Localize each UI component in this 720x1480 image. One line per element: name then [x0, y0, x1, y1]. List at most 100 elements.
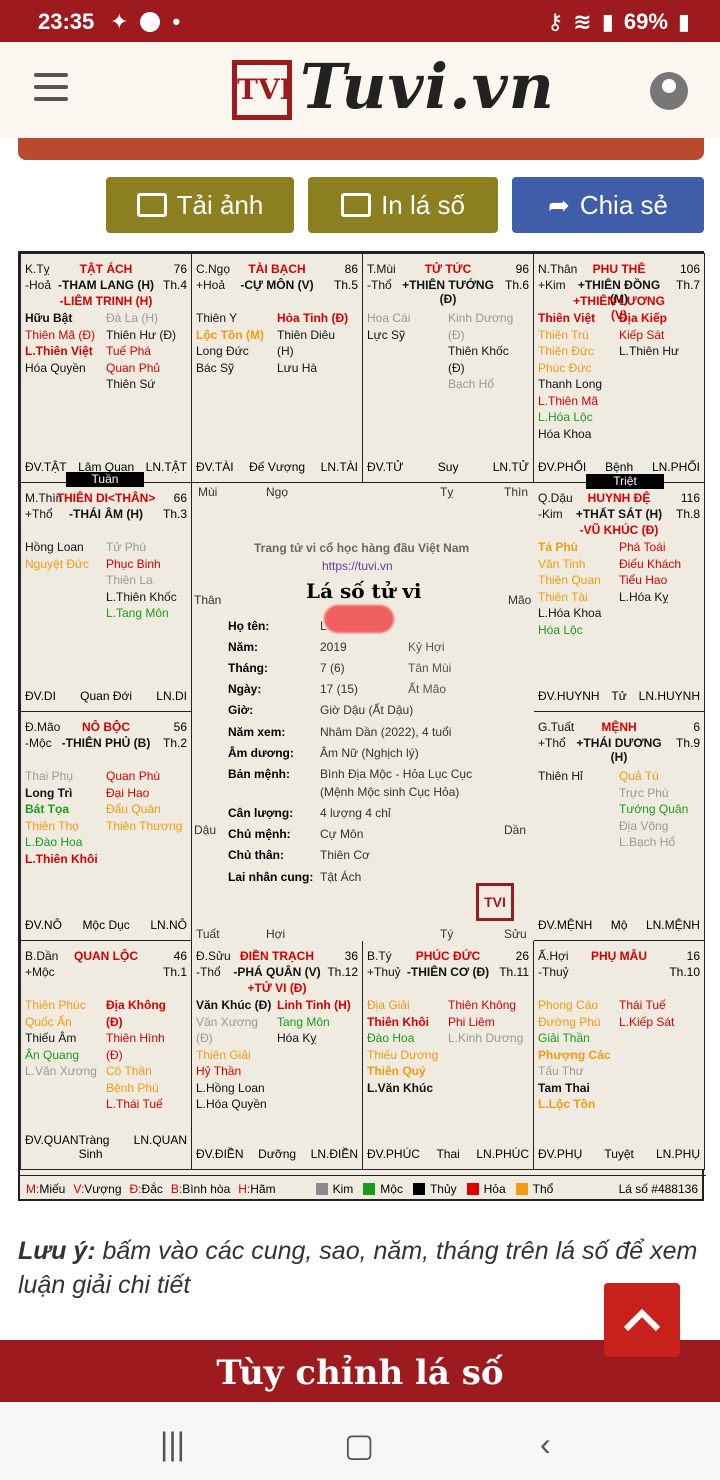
star-label[interactable]: L.Hóa Quyền — [196, 1097, 267, 1111]
star-label[interactable]: Thiên Đức — [538, 344, 595, 358]
palace-cell[interactable]: T.Mùi -Thổ TỬ TỨC 96 Th.6 +THIÊN TƯỚNG (Đ) Hoa… — [362, 253, 534, 483]
star-label[interactable]: L.Hồng Loan — [196, 1080, 265, 1095]
star-label[interactable]: Thiên La — [106, 573, 153, 587]
star-label[interactable]: Bác Sỹ — [196, 360, 235, 375]
star-label[interactable]: Thiên Tài — [538, 589, 588, 604]
recent-apps-icon[interactable]: ||| — [160, 1426, 185, 1462]
star-label[interactable]: Thiên Không — [448, 998, 517, 1012]
palace-cell[interactable]: N.Thân +Kim PHU THÊ 106 Th.7 +THIÊN ĐỒNG (M) +… — [533, 253, 705, 483]
star-label[interactable]: Thiên Phúc — [25, 998, 86, 1012]
star-label[interactable]: Đẩu Quân — [106, 802, 161, 816]
palace-cell[interactable]: B.Tý +Thuỷ PHÚC ĐỨC 26 Th.11 -THIÊN CƠ (Đ) Địa… — [362, 940, 534, 1170]
star-label[interactable]: L.Thiên Khốc — [106, 589, 177, 604]
star-label[interactable]: Bệnh Phù — [106, 1080, 159, 1095]
star-label[interactable]: Địa Kiếp — [619, 311, 668, 325]
star-label[interactable]: Hồng Loan — [25, 540, 84, 554]
print-button[interactable]: In lá số — [308, 177, 498, 233]
star-label[interactable]: Giải Thần — [538, 1031, 590, 1045]
back-icon[interactable]: ‹ — [540, 1426, 551, 1462]
star-label[interactable]: Cô Thần — [106, 1064, 152, 1078]
star-label[interactable]: Nguyệt Đức — [25, 556, 90, 571]
star-label[interactable]: Tuế Phá — [106, 344, 151, 358]
star-label[interactable]: Phong Cáo — [538, 998, 599, 1012]
star-label[interactable]: Tả Phù — [538, 540, 579, 554]
star-label[interactable]: Hỏa Tinh (Đ) — [277, 311, 349, 325]
star-label[interactable]: Thái Tuế — [619, 998, 666, 1012]
star-label[interactable]: L.Đào Hoa — [25, 835, 83, 849]
star-label[interactable]: Kiếp Sát — [619, 327, 665, 342]
star-label[interactable]: Thiên Quan — [538, 573, 601, 587]
star-label[interactable]: L.Kinh Dương — [448, 1031, 524, 1045]
star-label[interactable]: Văn Xương (Đ) — [196, 1014, 258, 1046]
star-label[interactable]: Thiếu Âm — [25, 1031, 77, 1045]
star-label[interactable]: Đà La (H) — [106, 311, 159, 325]
star-label[interactable]: Tiểu Hao — [619, 573, 668, 587]
star-label[interactable]: L.Thiên Việt — [25, 344, 93, 358]
star-label[interactable]: Phi Liêm — [448, 1014, 495, 1029]
star-label[interactable]: Tướng Quân — [619, 802, 689, 816]
palace-cell[interactable]: K.Tỵ -Hoả TẬT ÁCH 76 Th.4 -THAM LANG (H) -LIÊM… — [20, 253, 192, 483]
palace-cell[interactable]: Ấ.Hợi -Thuỷ PHỤ MẪU 16 Th.10 Phong Cáo Đường P… — [533, 940, 705, 1170]
star-label[interactable]: L.Lộc Tồn — [538, 1097, 596, 1111]
star-label[interactable]: Thiên Trù — [538, 327, 589, 342]
scroll-top-button[interactable] — [604, 1283, 680, 1357]
star-label[interactable]: Hóa Kỵ — [277, 1031, 317, 1045]
home-icon[interactable]: ▢ — [344, 1427, 375, 1463]
star-label[interactable]: Thanh Long — [538, 377, 603, 391]
star-label[interactable]: Quan Phù — [106, 769, 161, 783]
star-label[interactable]: L.Thiên Khôi — [25, 851, 98, 866]
star-label[interactable]: Hóa Quyền — [25, 360, 86, 375]
star-label[interactable]: Bát Tọa — [25, 802, 70, 816]
hamburger-menu-icon[interactable] — [34, 73, 68, 103]
star-label[interactable]: Thiên Khôi — [367, 1014, 429, 1029]
star-label[interactable]: Hoa Cái — [367, 311, 411, 325]
customize-banner[interactable]: Tùy chỉnh lá số — [0, 1340, 720, 1402]
star-label[interactable]: Bạch Hổ — [448, 377, 495, 391]
palace-cell[interactable]: Đ.Mão -Mộc NÔ BỘC 56 Th.2 -THIÊN PHỦ (B) Thai … — [20, 711, 192, 941]
star-label[interactable]: Văn Khúc (Đ) — [196, 998, 272, 1012]
star-label[interactable]: Thiên Sứ — [106, 377, 156, 391]
logo-text[interactable]: Tuvi.vn — [300, 50, 555, 123]
star-label[interactable]: Thiên Hình (Đ) — [106, 1031, 165, 1062]
star-label[interactable]: Đại Hao — [106, 785, 150, 800]
star-label[interactable]: Lực Sỹ — [367, 327, 406, 342]
palace-cell[interactable]: C.Ngọ +Hoả TÀI BẠCH 86 Th.5 -CỰ MÔN (V) Thiên … — [191, 253, 363, 483]
star-label[interactable]: Thiên Hư (Đ) — [106, 327, 177, 342]
star-label[interactable]: Đường Phù — [538, 1014, 601, 1029]
star-label[interactable]: Long Đức — [196, 344, 249, 358]
star-label[interactable]: Hỷ Thần — [196, 1064, 242, 1078]
share-button[interactable]: ➦ Chia sẻ — [512, 177, 704, 233]
star-label[interactable]: Lộc Tồn (M) — [196, 327, 264, 342]
star-label[interactable]: Phá Toái — [619, 540, 666, 554]
star-label[interactable]: Hữu Bật — [25, 311, 73, 325]
star-label[interactable]: Thiên Quý — [367, 1064, 426, 1078]
palace-cell[interactable]: G.Tuất +Thổ MỆNH 6 Th.9 +THÁI DƯƠNG (H) Thiên … — [533, 711, 705, 941]
star-label[interactable]: L.Văn Khúc — [367, 1080, 434, 1095]
star-label[interactable]: L.Hóa Khoa — [538, 606, 602, 620]
star-label[interactable]: Thiên Thương — [106, 818, 183, 833]
star-label[interactable]: Ân Quang — [25, 1047, 80, 1062]
star-label[interactable]: Đào Hoa — [367, 1031, 415, 1045]
star-label[interactable]: Tử Phù — [106, 540, 147, 554]
star-label[interactable]: Kinh Dương (Đ) — [448, 311, 514, 342]
star-label[interactable]: L.Thiên Hư — [619, 344, 680, 358]
star-label[interactable]: L.Thái Tuế — [106, 1097, 163, 1111]
star-label[interactable]: Thai Phụ — [25, 769, 74, 783]
star-label[interactable]: L.Hóa Lộc — [538, 410, 593, 424]
star-label[interactable]: Điếu Khách — [619, 556, 682, 571]
star-label[interactable]: Hóa Khoa — [538, 426, 592, 441]
save-image-button[interactable]: Tải ảnh — [106, 177, 294, 233]
palace-cell[interactable]: Đ.Sửu -Thổ ĐIỀN TRẠCH 36 Th.12 -PHÁ QUÂN (V) +… — [191, 940, 363, 1170]
star-label[interactable]: Phúc Đức — [538, 360, 592, 375]
star-label[interactable]: Thiên Diêu (H) — [277, 327, 336, 359]
star-label[interactable]: Quả Tú — [619, 769, 659, 783]
star-label[interactable]: Địa Giải — [367, 998, 410, 1012]
star-label[interactable]: Phượng Các — [538, 1047, 611, 1062]
star-label[interactable]: Quốc Ấn — [25, 1014, 72, 1029]
star-label[interactable]: Văn Tinh — [538, 556, 586, 571]
star-label[interactable]: Địa Võng — [619, 818, 669, 833]
star-label[interactable]: Thiên Việt — [538, 311, 596, 325]
star-label[interactable]: Thiên Mã (Đ) — [25, 327, 96, 342]
star-label[interactable]: Tang Môn — [277, 1014, 330, 1029]
star-label[interactable]: L.Bạch Hổ — [619, 835, 676, 849]
